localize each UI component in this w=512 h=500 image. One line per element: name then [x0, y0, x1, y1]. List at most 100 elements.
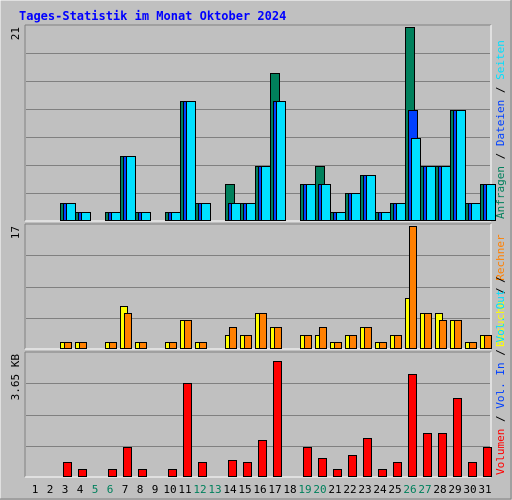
x-tick-label-day-1: 1: [32, 483, 39, 496]
legend-hits-files-pages: Anfragen / Dateien / Seiten: [494, 40, 507, 219]
legend-item: Vol. Out: [494, 290, 507, 343]
legend-item: Vol. In: [494, 362, 507, 408]
bar-volumen-day-21: [333, 469, 342, 477]
bar-seiten-day-22: [351, 193, 361, 221]
x-tick-label-day-26: 26: [403, 483, 416, 496]
bar-seiten-day-4: [81, 212, 91, 221]
x-tick-label-day-9: 9: [152, 483, 159, 496]
x-tick-label-day-13: 13: [208, 483, 221, 496]
bar-seiten-day-19: [306, 184, 316, 221]
x-tick-label-day-28: 28: [433, 483, 446, 496]
bar-rechner-day-20: [319, 327, 327, 349]
bar-seiten-day-24: [381, 212, 391, 221]
y-max-label: 21: [9, 27, 22, 40]
x-tick-label-day-2: 2: [47, 483, 54, 496]
x-tick-label-day-6: 6: [107, 483, 114, 496]
bar-rechner-day-4: [79, 342, 87, 349]
bar-rechner-day-3: [64, 342, 72, 349]
visits-sites-panel: 17 Besuche / Rechner: [9, 223, 507, 350]
legend-separator: /: [494, 276, 507, 289]
x-tick-label-day-8: 8: [137, 483, 144, 496]
bar-volumen-day-3: [63, 462, 72, 477]
bar-seiten-day-28: [441, 166, 451, 221]
bar-volumen-day-25: [393, 462, 402, 477]
legend-separator: /: [494, 80, 507, 100]
x-tick-label-day-25: 25: [388, 483, 401, 496]
bar-volumen-day-12: [198, 462, 207, 477]
x-tick-label-day-24: 24: [373, 483, 387, 496]
x-tick-label-day-30: 30: [463, 483, 476, 496]
bar-rechner-day-29: [454, 320, 462, 349]
x-tick-label-day-29: 29: [448, 483, 461, 496]
legend-item: Besuche: [494, 301, 507, 347]
bar-rechner-day-21: [334, 342, 342, 349]
bar-seiten-day-15: [246, 203, 256, 221]
bar-volumen-day-22: [348, 455, 357, 477]
bar-seiten-day-11: [186, 101, 196, 221]
bar-seiten-day-21: [336, 212, 346, 221]
x-tick-label-day-22: 22: [343, 483, 356, 496]
bar-rechner-day-12: [199, 342, 207, 349]
bar-volumen-day-29: [453, 398, 462, 477]
legend-visits-sites: Besuche / Rechner: [494, 234, 507, 347]
legend-item: Dateien: [494, 100, 507, 146]
bar-rechner-day-27: [424, 313, 432, 349]
bar-volumen-day-11: [183, 383, 192, 477]
bar-rechner-day-28: [439, 320, 447, 349]
y-max-label: 3.65 KB: [9, 354, 22, 401]
bar-volumen-day-19: [303, 447, 312, 477]
bar-seiten-day-20: [321, 184, 331, 221]
bar-seiten-day-12: [201, 203, 211, 221]
bar-seiten-day-23: [366, 175, 376, 221]
bar-rechner-day-16: [259, 313, 267, 349]
bar-seiten-day-31: [486, 184, 496, 221]
legend-item: Rechner: [494, 234, 507, 281]
x-tick-label-day-16: 16: [253, 483, 266, 496]
x-tick-label-day-4: 4: [77, 483, 84, 496]
bar-rechner-day-6: [109, 342, 117, 349]
y-max-label: 17: [9, 226, 22, 239]
volume-panel: 3.65 KB Volumen / Vol. In / Vol. Out /: [9, 276, 507, 478]
legend-volume: Volumen / Vol. In / Vol. Out /: [494, 276, 507, 475]
x-tick-label-day-31: 31: [478, 483, 491, 496]
bar-volumen-day-26: [408, 374, 417, 477]
bar-volumen-day-23: [363, 438, 372, 477]
bar-volumen-day-28: [438, 433, 447, 477]
bar-volumen-day-6: [108, 469, 117, 477]
bar-volumen-day-24: [378, 469, 387, 477]
bar-volumen-day-4: [78, 469, 87, 477]
bar-volumen-day-10: [168, 469, 177, 477]
bar-seiten-day-3: [66, 203, 76, 221]
x-tick-label-day-17: 17: [268, 483, 281, 496]
x-tick-label-day-12: 12: [193, 483, 206, 496]
bar-rechner-day-22: [349, 335, 357, 349]
bar-volumen-day-15: [243, 462, 252, 477]
bar-rechner-day-8: [139, 342, 147, 349]
bar-rechner-day-25: [394, 335, 402, 349]
legend-item: Anfragen: [494, 166, 507, 219]
x-tick-label-day-23: 23: [358, 483, 371, 496]
x-tick-label-day-10: 10: [163, 483, 176, 496]
bar-seiten-day-7: [126, 156, 136, 221]
bar-volumen-day-8: [138, 469, 147, 477]
x-tick-label-day-11: 11: [178, 483, 191, 496]
bar-rechner-day-30: [469, 342, 477, 349]
bar-seiten-day-6: [111, 212, 121, 221]
bar-volumen-day-16: [258, 440, 267, 477]
bar-rechner-day-11: [184, 320, 192, 349]
chart-title: Tages-Statistik im Monat Oktober 2024: [19, 9, 286, 23]
bar-seiten-day-30: [471, 203, 481, 221]
legend-item: Volumen: [494, 429, 507, 475]
bar-rechner-day-14: [229, 327, 237, 349]
bar-seiten-day-14: [231, 203, 241, 221]
bar-rechner-day-7: [124, 313, 132, 349]
bar-seiten-day-10: [171, 212, 181, 221]
legend-item: Seiten: [494, 40, 507, 80]
legend-separator: /: [494, 409, 507, 429]
x-tick-label-day-7: 7: [122, 483, 129, 496]
x-tick-label-day-5: 5: [92, 483, 99, 496]
bar-rechner-day-19: [304, 335, 312, 349]
x-tick-label-day-19: 19: [298, 483, 311, 496]
bar-rechner-day-15: [244, 335, 252, 349]
